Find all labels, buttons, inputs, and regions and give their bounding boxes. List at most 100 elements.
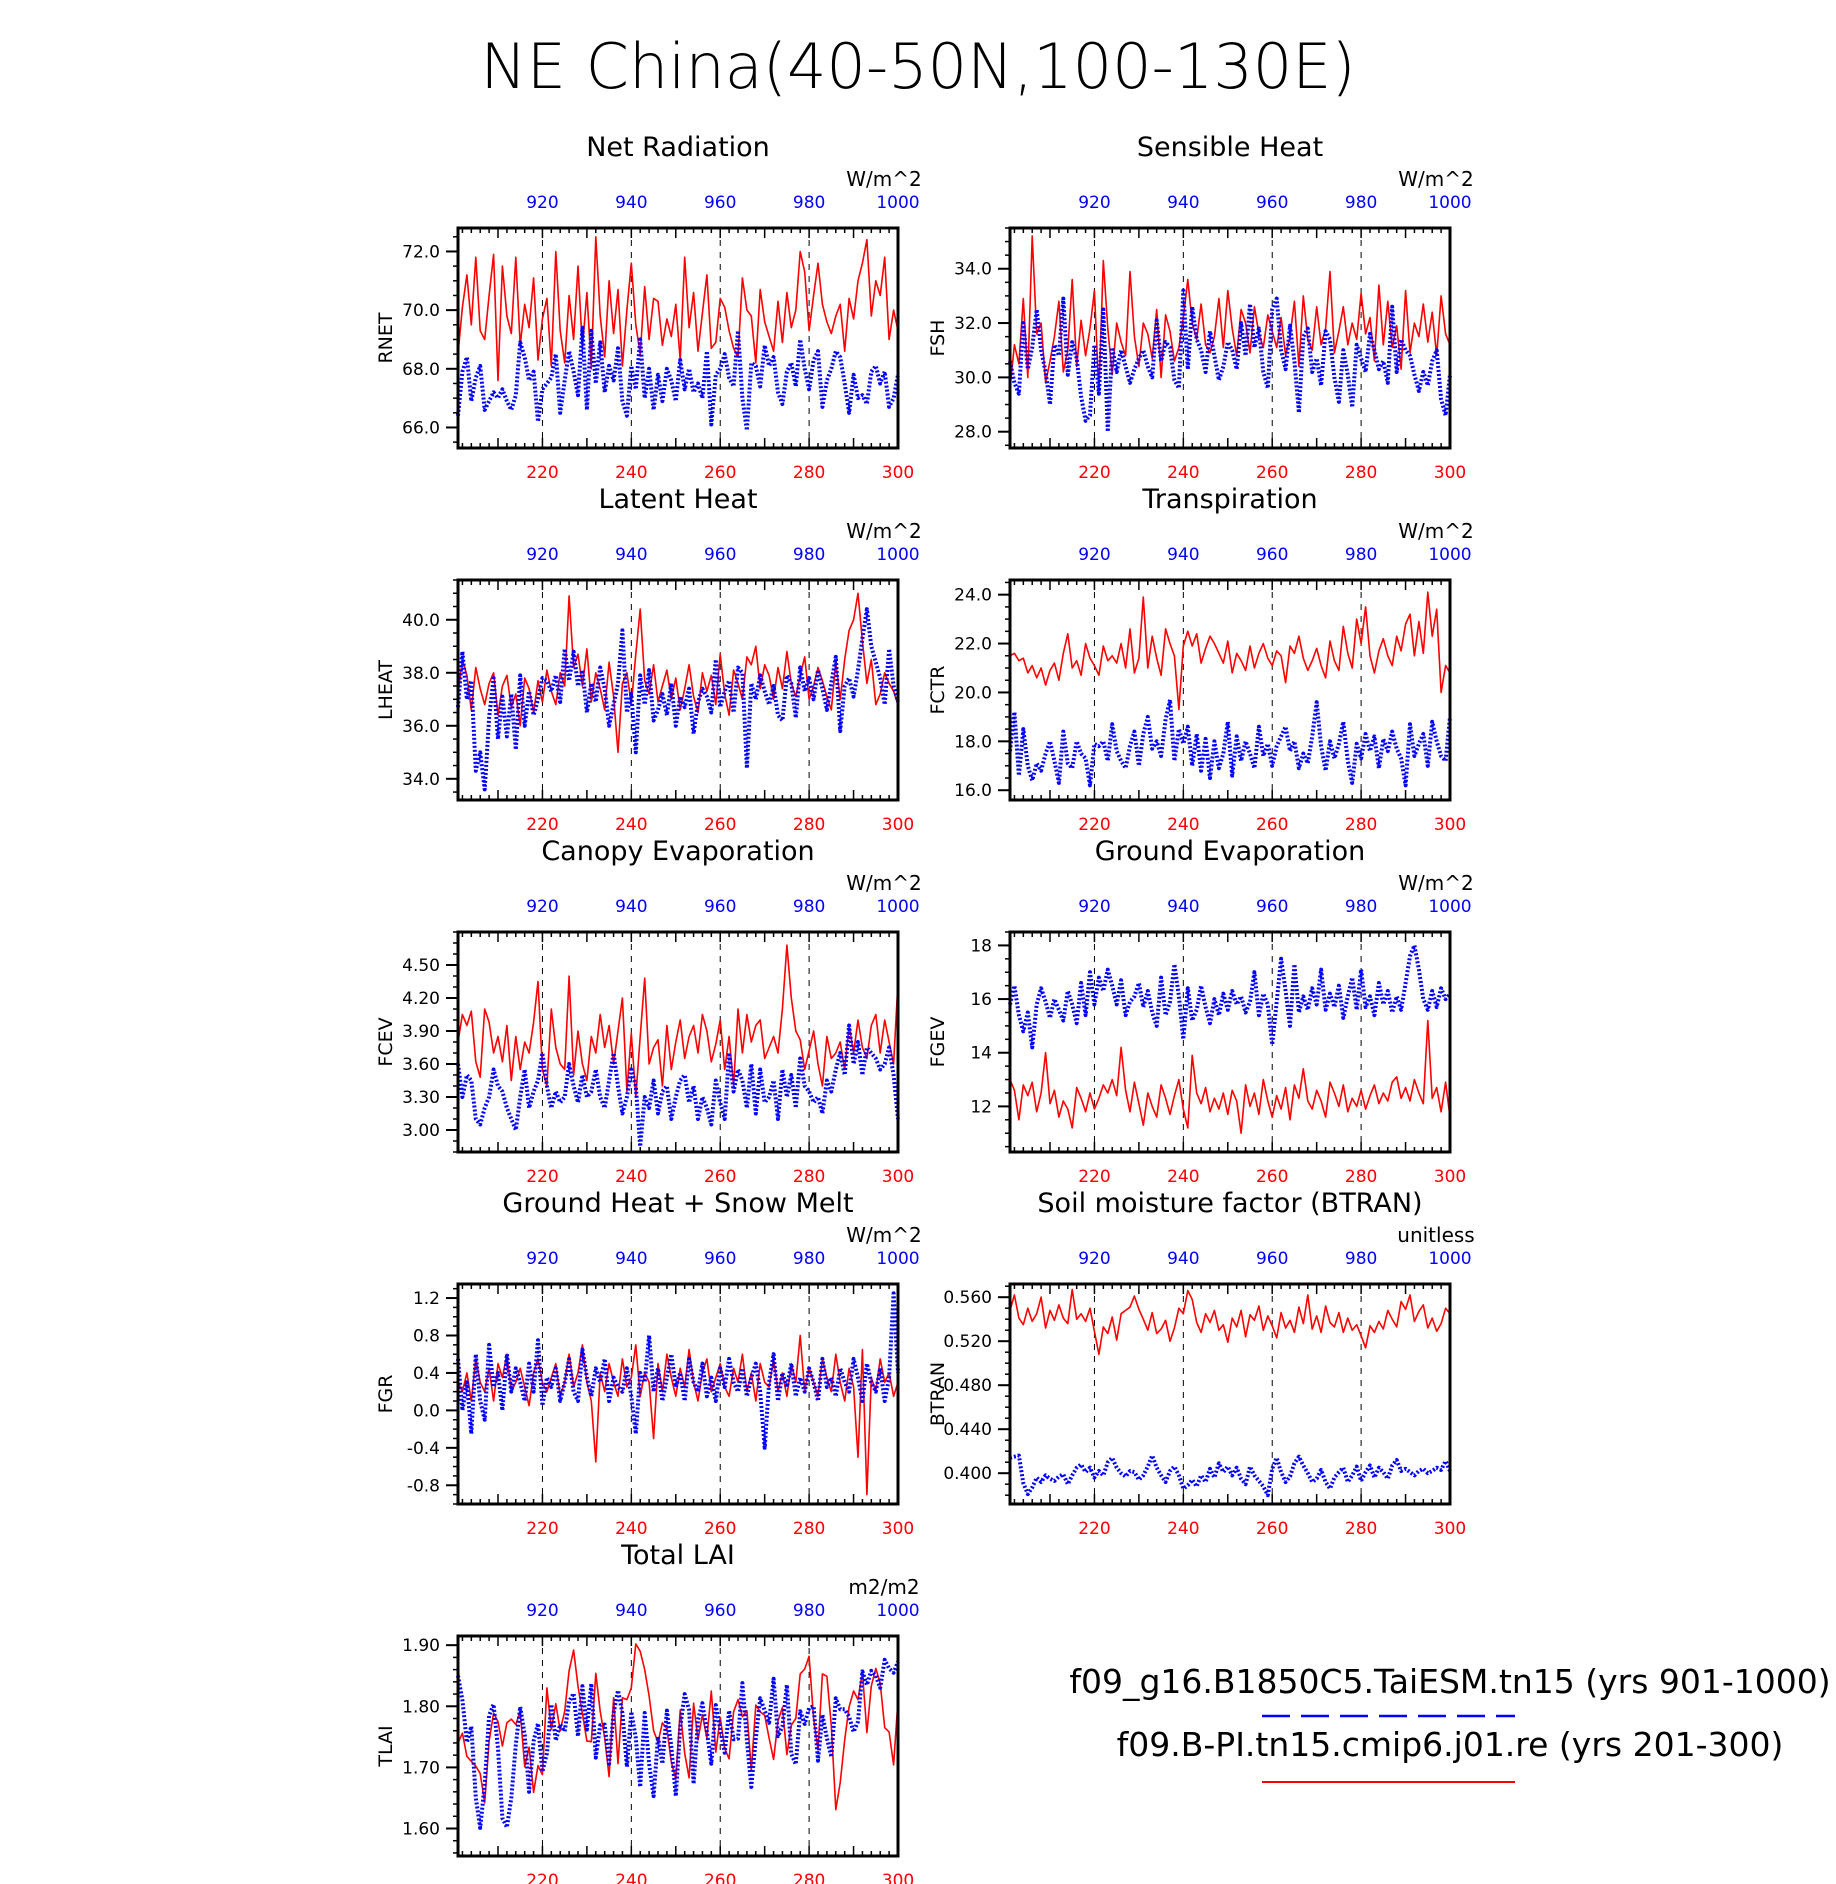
chart-panel: Sensible Heat W/m^2 FSH 220 240 260 280 300 920 9…	[927, 132, 1474, 483]
x-tick-label-bottom: 300	[1434, 1519, 1466, 1539]
x-tick-label-top: 940	[1167, 897, 1199, 917]
x-tick-label-bottom: 240	[615, 1871, 647, 1884]
series-line-red	[457, 1643, 899, 1811]
y-tick-label: 30.0	[954, 368, 992, 388]
panels: Net Radiation W/m^2 RNET 220 240 260 280 300 920…	[375, 132, 1475, 1884]
x-tick-label-top: 960	[1256, 897, 1288, 917]
x-tick-label-top: 1000	[1428, 1249, 1471, 1269]
y-tick-label: 68.0	[402, 360, 440, 380]
series-line-blue	[456, 607, 900, 792]
y-tick-label: 4.20	[402, 989, 440, 1009]
plot-frame	[456, 226, 900, 450]
y-tick-label: 72.0	[402, 242, 440, 262]
plot-frame	[456, 1282, 900, 1506]
units-label: W/m^2	[846, 1223, 921, 1247]
units-label: W/m^2	[1398, 519, 1473, 543]
x-tick-label-bottom: 240	[615, 1167, 647, 1187]
series-line-blue	[456, 1657, 900, 1830]
y-tick-label: 0.8	[413, 1326, 440, 1346]
x-tick-label-bottom: 220	[526, 815, 558, 835]
y-tick-label: 40.0	[402, 611, 440, 631]
x-tick-label-top: 1000	[1428, 545, 1471, 565]
series-line-red	[1009, 235, 1451, 395]
plot-frame	[1008, 930, 1452, 1154]
x-tick-label-top: 1000	[876, 193, 919, 213]
series-line-red	[457, 236, 899, 382]
plot-frame	[1008, 578, 1452, 802]
plot-frame	[456, 930, 900, 1154]
x-tick-label-top: 1000	[1428, 897, 1471, 917]
y-tick-label: 3.30	[402, 1088, 440, 1108]
units-label: W/m^2	[846, 871, 921, 895]
y-tick-label: 18	[970, 936, 992, 956]
x-tick-label-top: 1000	[876, 1601, 919, 1621]
y-tick-label: 14	[970, 1044, 992, 1064]
panel-title: Sensible Heat	[1137, 132, 1323, 163]
chart-panel: Transpiration W/m^2 FCTR 220 240 260 280 300 920…	[927, 484, 1474, 835]
y-tick-label: 16.0	[954, 781, 992, 801]
x-tick-label-bottom: 280	[793, 1519, 825, 1539]
y-tick-label: 3.60	[402, 1055, 440, 1075]
y-axis-label: FGEV	[927, 1017, 949, 1068]
series-line-blue	[456, 1023, 900, 1149]
plot-frame	[1008, 226, 1452, 450]
panel-title: Total LAI	[620, 1540, 735, 1571]
x-tick-label-bottom: 260	[704, 463, 736, 483]
x-tick-label-bottom: 280	[1345, 1519, 1377, 1539]
x-tick-label-bottom: 300	[882, 1871, 914, 1884]
x-tick-label-bottom: 240	[1167, 463, 1199, 483]
x-tick-label-bottom: 260	[1256, 1519, 1288, 1539]
x-tick-label-bottom: 220	[1078, 815, 1110, 835]
x-tick-label-top: 1000	[876, 545, 919, 565]
x-tick-label-bottom: 300	[1434, 1167, 1466, 1187]
y-axis-label: FGR	[375, 1375, 397, 1414]
x-tick-label-bottom: 280	[1345, 815, 1377, 835]
x-tick-label-top: 980	[793, 1601, 825, 1621]
x-tick-label-bottom: 240	[1167, 815, 1199, 835]
series-line-blue	[456, 1291, 900, 1450]
y-tick-label: 66.0	[402, 418, 440, 438]
x-tick-label-top: 940	[615, 545, 647, 565]
x-tick-label-bottom: 260	[1256, 815, 1288, 835]
x-tick-label-top: 980	[793, 1249, 825, 1269]
y-axis-label: FCEV	[375, 1017, 397, 1066]
y-tick-label: -0.4	[407, 1439, 440, 1459]
x-tick-label-bottom: 300	[882, 1519, 914, 1539]
x-tick-label-bottom: 260	[1256, 463, 1288, 483]
y-tick-label: 28.0	[954, 423, 992, 443]
y-tick-label: 4.50	[402, 956, 440, 976]
y-axis-label: FCTR	[927, 665, 949, 714]
x-tick-label-bottom: 300	[1434, 815, 1466, 835]
x-tick-label-top: 980	[793, 545, 825, 565]
y-tick-label: 1.2	[413, 1289, 440, 1309]
x-tick-label-top: 980	[793, 897, 825, 917]
panel-title: Net Radiation	[586, 132, 770, 163]
y-axis-label: FSH	[927, 320, 949, 357]
x-tick-label-bottom: 300	[1434, 463, 1466, 483]
x-tick-label-top: 940	[615, 1249, 647, 1269]
y-tick-label: -0.8	[407, 1476, 440, 1496]
x-tick-label-top: 940	[615, 193, 647, 213]
y-tick-label: 24.0	[954, 586, 992, 606]
x-tick-label-top: 1000	[876, 897, 919, 917]
units-label: W/m^2	[846, 519, 921, 543]
x-tick-label-bottom: 220	[526, 463, 558, 483]
series-line-red	[1009, 1019, 1451, 1134]
y-tick-label: 0.0	[413, 1401, 440, 1421]
series-line-blue	[1008, 943, 1452, 1050]
x-tick-label-top: 980	[1345, 1249, 1377, 1269]
x-tick-label-bottom: 280	[793, 1167, 825, 1187]
x-tick-label-bottom: 300	[882, 463, 914, 483]
x-tick-label-top: 960	[1256, 1249, 1288, 1269]
y-tick-label: 1.60	[402, 1820, 440, 1840]
panel-title: Ground Heat + Snow Melt	[502, 1188, 853, 1219]
x-tick-label-top: 920	[526, 193, 558, 213]
chart-panel: Total LAI m2/m2 TLAI 220 240 260 280 300 920 940 9…	[375, 1540, 920, 1884]
x-tick-label-top: 940	[615, 897, 647, 917]
y-tick-label: 1.70	[402, 1758, 440, 1778]
x-tick-label-bottom: 260	[704, 1519, 736, 1539]
y-tick-label: 3.00	[402, 1121, 440, 1141]
chart-panel: Ground Evaporation W/m^2 FGEV 220 240 260 280 3…	[927, 836, 1474, 1187]
x-tick-label-bottom: 220	[1078, 1167, 1110, 1187]
